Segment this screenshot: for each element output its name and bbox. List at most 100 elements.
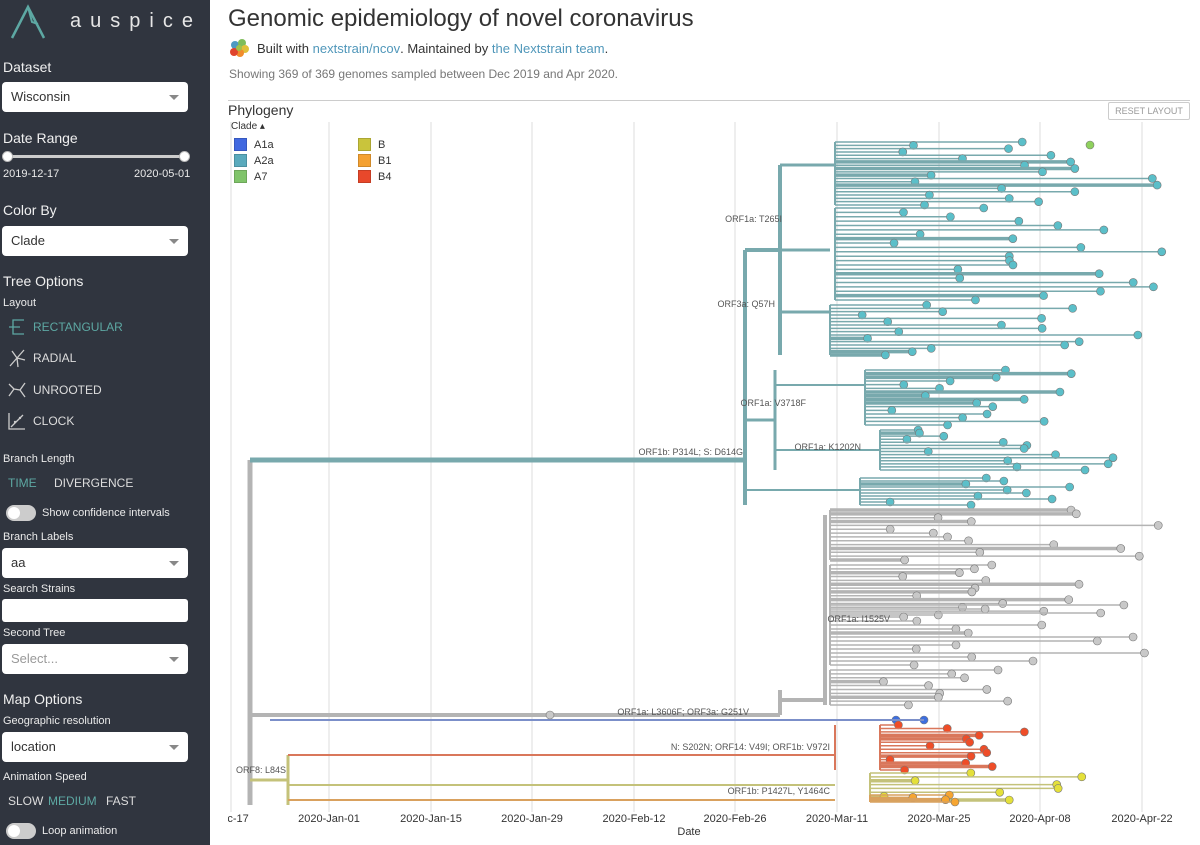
phylogeny-tree[interactable]: Dec-17 2020-Jan-01 2020-Jan-15 2020-Jan-29 2…: [228, 122, 1190, 845]
tip[interactable]: [1003, 456, 1013, 466]
tip[interactable]: [1053, 784, 1063, 793]
tip[interactable]: [1022, 488, 1031, 498]
tip[interactable]: [1008, 260, 1018, 270]
tip[interactable]: [929, 528, 938, 538]
tip[interactable]: [945, 376, 955, 386]
tip[interactable]: [981, 473, 991, 483]
tip[interactable]: [1128, 278, 1138, 287]
tip[interactable]: [900, 765, 909, 775]
date-end-handle[interactable]: [179, 151, 190, 162]
ncov-link[interactable]: nextstrain/ncov: [312, 40, 401, 56]
tip[interactable]: [1096, 286, 1105, 296]
tip[interactable]: [898, 572, 908, 581]
tip[interactable]: [1002, 485, 1012, 495]
legend-item-a2a[interactable]: A2a: [234, 154, 274, 167]
tip[interactable]: [1039, 606, 1049, 616]
tip[interactable]: [907, 347, 917, 356]
tip[interactable]: [904, 700, 913, 710]
confidence-toggle-row[interactable]: Show confidence intervals: [6, 505, 170, 521]
legend-item-b[interactable]: B: [358, 138, 385, 151]
tip[interactable]: [966, 751, 976, 761]
speed-medium-button[interactable]: MEDIUM: [48, 794, 97, 808]
branch-length-divergence-button[interactable]: DIVERGENCE: [54, 476, 134, 490]
tip[interactable]: [995, 787, 1005, 797]
tip[interactable]: [1133, 330, 1143, 340]
tip[interactable]: [1034, 197, 1043, 206]
tip[interactable]: [1157, 247, 1167, 257]
second-tree-select[interactable]: Select...: [2, 644, 188, 674]
layout-radial-button[interactable]: RADIAL: [6, 347, 76, 369]
tip[interactable]: [1028, 656, 1038, 666]
tip[interactable]: [1039, 417, 1049, 426]
tip[interactable]: [938, 307, 947, 316]
tip[interactable]: [923, 447, 933, 456]
tip[interactable]: [991, 373, 1001, 382]
tip[interactable]: [1053, 221, 1063, 230]
tip[interactable]: [967, 517, 976, 526]
tip[interactable]: [946, 212, 955, 222]
tip[interactable]: [987, 762, 997, 771]
tip[interactable]: [987, 560, 997, 570]
tip[interactable]: [899, 380, 909, 389]
confidence-toggle[interactable]: [6, 505, 36, 521]
tip[interactable]: [980, 604, 990, 614]
date-range-slider[interactable]: [7, 155, 185, 158]
tip[interactable]: [1074, 337, 1084, 346]
tip[interactable]: [1008, 234, 1018, 243]
tip[interactable]: [1017, 137, 1027, 147]
tip[interactable]: [955, 568, 964, 577]
tip[interactable]: [1116, 544, 1126, 553]
tip[interactable]: [993, 665, 1003, 675]
tip[interactable]: [1066, 369, 1076, 378]
nextstrain-logo-icon[interactable]: [8, 4, 48, 40]
tip[interactable]: [988, 402, 998, 411]
tip[interactable]: [881, 350, 890, 360]
tip[interactable]: [961, 479, 971, 489]
tip[interactable]: [998, 438, 1008, 447]
tip[interactable]: [920, 200, 929, 210]
tip[interactable]: [1148, 174, 1157, 183]
tip[interactable]: [1066, 157, 1075, 167]
tip[interactable]: [909, 660, 919, 670]
tip[interactable]: [1020, 727, 1029, 737]
tip[interactable]: [1037, 314, 1046, 323]
tip[interactable]: [1119, 600, 1129, 610]
date-start-handle[interactable]: [2, 151, 13, 162]
tip[interactable]: [982, 748, 992, 757]
tip[interactable]: [1039, 291, 1048, 300]
tip[interactable]: [1046, 150, 1056, 160]
tip[interactable]: [963, 628, 973, 638]
brand-name[interactable]: auspice: [70, 10, 202, 32]
legend-item-a7[interactable]: A7: [234, 170, 267, 183]
tip[interactable]: [943, 532, 952, 542]
tip[interactable]: [998, 599, 1008, 608]
tip[interactable]: [1080, 465, 1090, 475]
tip[interactable]: [974, 731, 984, 740]
tip[interactable]: [967, 652, 977, 662]
tip[interactable]: [1099, 225, 1109, 235]
tip[interactable]: [973, 491, 983, 501]
layout-rectangular-button[interactable]: RECTANGULAR: [6, 316, 123, 338]
tip[interactable]: [982, 685, 992, 694]
tip[interactable]: [1149, 282, 1158, 292]
tip[interactable]: [1152, 180, 1162, 190]
tip[interactable]: [900, 555, 909, 565]
tip[interactable]: [1096, 608, 1106, 618]
layout-unrooted-button[interactable]: UNROOTED: [6, 379, 102, 401]
tip[interactable]: [933, 610, 943, 620]
tip[interactable]: [1065, 482, 1074, 492]
tip[interactable]: [1037, 324, 1047, 333]
tip[interactable]: [939, 431, 949, 441]
tip[interactable]: [885, 497, 895, 507]
tip[interactable]: [1064, 595, 1074, 604]
tip[interactable]: [965, 738, 974, 747]
tip[interactable]: [885, 524, 895, 534]
tip[interactable]: [1003, 696, 1012, 706]
loop-animation-toggle[interactable]: [6, 823, 36, 839]
tip[interactable]: [1037, 620, 1047, 630]
tip[interactable]: [1012, 462, 1022, 472]
tip[interactable]: [950, 797, 960, 807]
tip[interactable]: [926, 344, 936, 353]
legend-title[interactable]: Clade ▴: [231, 121, 265, 132]
tip[interactable]: [1070, 187, 1080, 197]
